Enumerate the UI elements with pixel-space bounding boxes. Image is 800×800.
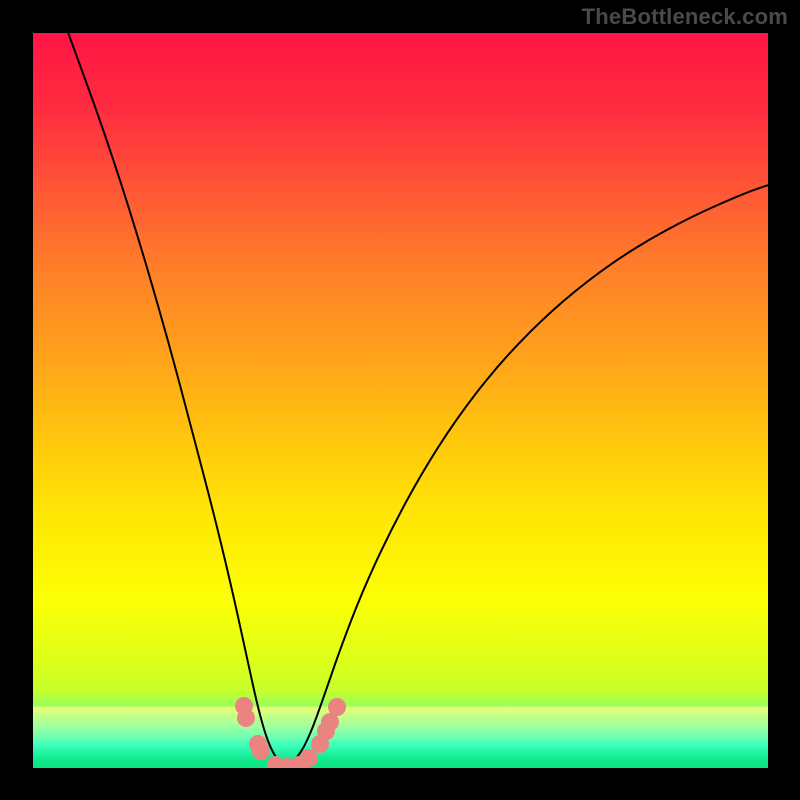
curve-layer — [33, 33, 768, 768]
watermark-text: TheBottleneck.com — [582, 4, 788, 30]
data-marker — [252, 742, 270, 760]
data-marker — [321, 713, 339, 731]
curve-left-branch — [68, 33, 286, 768]
curve-right-branch — [286, 185, 768, 768]
plot-area — [33, 33, 768, 768]
data-marker — [237, 709, 255, 727]
chart-root: TheBottleneck.com — [0, 0, 800, 800]
data-marker — [328, 698, 346, 716]
